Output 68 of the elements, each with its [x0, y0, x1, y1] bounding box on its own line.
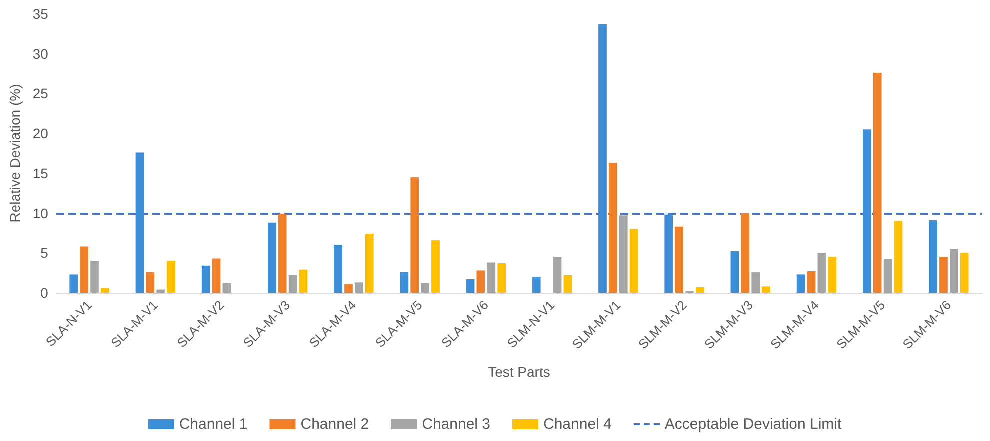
bar: [466, 279, 475, 293]
y-tick-label: 30: [32, 46, 49, 62]
bar: [564, 275, 572, 293]
bar: [288, 275, 298, 293]
bar: [136, 152, 144, 293]
bar: [299, 270, 308, 293]
bar: [873, 72, 882, 293]
bar: [532, 277, 541, 293]
legend-label: Channel 4: [544, 416, 612, 433]
bar: [90, 261, 99, 293]
bar: [664, 214, 674, 293]
bar: [344, 284, 353, 293]
bar: [70, 274, 78, 293]
bar: [630, 229, 638, 293]
bar: [884, 260, 892, 293]
bar: [80, 246, 88, 293]
legend-label: Channel 2: [300, 416, 370, 433]
bar: [476, 270, 486, 293]
bar: [355, 282, 364, 293]
bar: [487, 262, 496, 293]
y-tick-label: 10: [32, 205, 49, 222]
bar: [894, 221, 903, 293]
bar: [818, 253, 826, 293]
bar: [156, 290, 166, 293]
bar: [421, 283, 430, 293]
bar: [365, 234, 374, 293]
bar: [741, 213, 750, 293]
bar: [498, 264, 506, 293]
y-tick-label: 15: [32, 165, 49, 182]
bar: [675, 226, 684, 293]
bar: [762, 286, 770, 293]
bar: [807, 271, 816, 293]
y-tick-label: 35: [32, 6, 49, 22]
bar: [410, 177, 420, 293]
bar: [863, 130, 872, 293]
bar: [828, 257, 837, 293]
bar: [432, 240, 440, 293]
bar: [202, 266, 210, 293]
legend-label: Channel 3: [422, 416, 491, 433]
bar: [268, 222, 276, 293]
bar: [553, 257, 562, 293]
bar: [696, 287, 704, 293]
legend-label: Channel 1: [179, 416, 248, 433]
bar: [796, 274, 806, 293]
bar: [146, 272, 155, 293]
bar: [940, 257, 948, 293]
bar: [334, 245, 342, 293]
y-axis-title: Relative Deviation (%): [7, 84, 23, 223]
bar: [400, 272, 409, 293]
bar: [167, 261, 176, 293]
bar: [929, 220, 938, 293]
bar: [212, 258, 221, 293]
bar: [222, 283, 232, 293]
bar: [278, 214, 287, 293]
y-tick-label: 20: [32, 126, 49, 142]
bar: [609, 163, 618, 293]
y-tick-label: 0: [40, 285, 49, 301]
y-tick-label: 5: [40, 245, 49, 262]
bar: [598, 24, 607, 293]
x-axis-title: Test Parts: [488, 364, 550, 380]
bar: [101, 288, 110, 293]
bar: [950, 249, 958, 293]
bar: [619, 216, 628, 293]
bar: [960, 253, 969, 293]
bar: [730, 252, 740, 293]
y-tick-label: 25: [32, 86, 49, 102]
bar: [752, 272, 760, 293]
legend-label: Acceptable Deviation Limit: [664, 416, 842, 433]
